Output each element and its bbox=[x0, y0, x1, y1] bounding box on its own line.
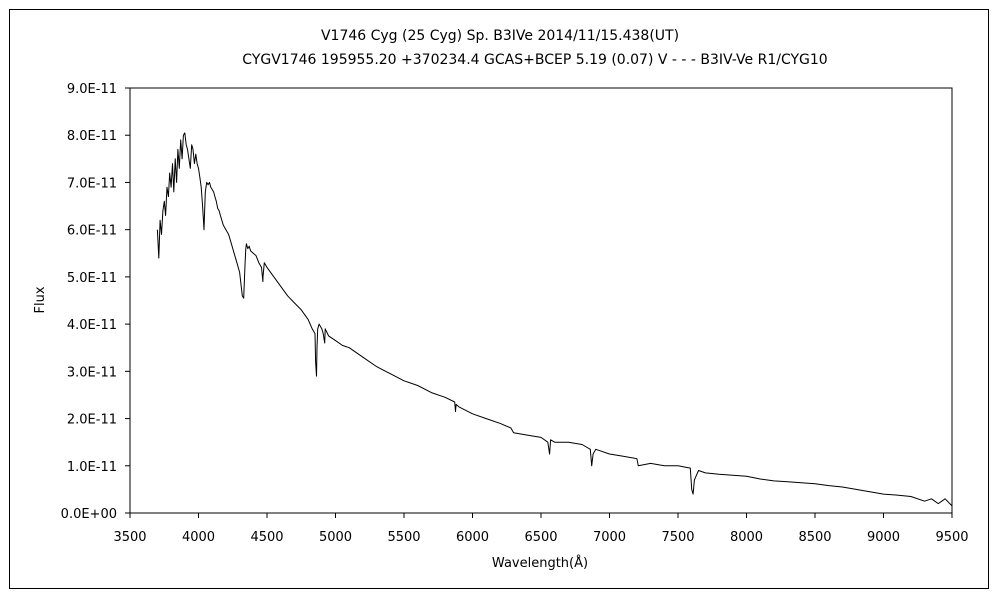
x-axis-ticks: 3500 4000 4500 5000 5500 6000 6500 7000 7500 8000… bbox=[113, 513, 969, 545]
y-tick-label: 7.0E-11 bbox=[67, 176, 117, 191]
x-tick-label: 6000 bbox=[456, 530, 489, 545]
chart-subtitle: CYGV1746 195955.20 +370234.4 GCAS+BCEP 5… bbox=[242, 52, 827, 68]
x-tick-label: 5000 bbox=[319, 530, 352, 545]
chart-frame bbox=[9, 9, 989, 589]
x-tick-label: 5500 bbox=[387, 530, 420, 545]
x-tick-label: 4000 bbox=[182, 530, 215, 545]
x-tick-label: 3500 bbox=[113, 530, 146, 545]
x-tick-label: 8500 bbox=[798, 530, 831, 545]
y-tick-label: 0.0E+00 bbox=[61, 507, 117, 522]
x-tick-label: 9000 bbox=[867, 530, 900, 545]
y-axis-ticks: 0.0E+00 1.0E-11 2.0E-11 3.0E-11 4.0E-11 5.0E-… bbox=[61, 82, 130, 522]
x-tick-label: 6500 bbox=[524, 530, 557, 545]
spectrum-line bbox=[156, 132, 953, 507]
x-tick-label: 4500 bbox=[250, 530, 283, 545]
x-tick-label: 9500 bbox=[935, 530, 968, 545]
plot-area bbox=[129, 87, 953, 514]
y-tick-label: 1.0E-11 bbox=[67, 460, 117, 475]
x-tick-label: 7000 bbox=[593, 530, 626, 545]
x-tick-label: 8000 bbox=[730, 530, 763, 545]
y-tick-label: 9.0E-11 bbox=[67, 82, 117, 97]
y-tick-label: 4.0E-11 bbox=[67, 318, 117, 333]
y-tick-label: 5.0E-11 bbox=[67, 271, 117, 286]
x-tick-label: 7500 bbox=[661, 530, 694, 545]
y-axis-label: Flux bbox=[33, 286, 48, 313]
chart-title: V1746 Cyg (25 Cyg) Sp. B3IVe 2014/11/15.… bbox=[321, 28, 679, 44]
x-axis-label: Wavelength(Å) bbox=[492, 555, 588, 571]
y-tick-label: 3.0E-11 bbox=[67, 365, 117, 380]
y-tick-label: 8.0E-11 bbox=[67, 129, 117, 144]
y-tick-label: 2.0E-11 bbox=[67, 413, 117, 428]
y-tick-label: 6.0E-11 bbox=[67, 224, 117, 239]
series-layer bbox=[156, 132, 953, 507]
